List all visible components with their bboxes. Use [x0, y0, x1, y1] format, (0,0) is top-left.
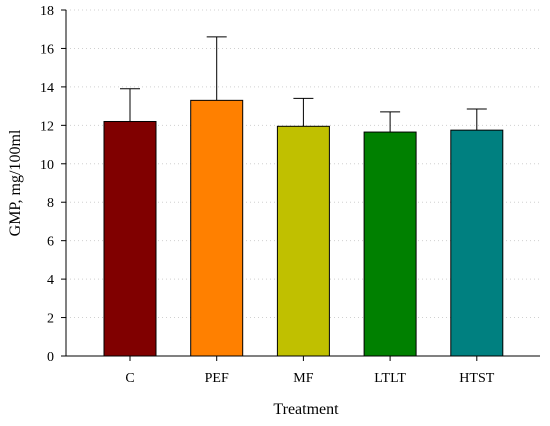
y-tick-label: 4 [47, 273, 54, 288]
bars-layer [103, 36, 504, 357]
bar-pef [190, 99, 244, 357]
y-tick-label: 8 [47, 196, 54, 211]
y-tick-label: 6 [47, 235, 54, 250]
y-tick-label: 2 [47, 312, 54, 327]
bar-ltlt [363, 131, 417, 357]
x-tick-label-mf: MF [293, 371, 313, 386]
x-tick-label-htst: HTST [459, 371, 494, 386]
x-tick-label-pef: PEF [205, 371, 229, 386]
bar-htst [450, 129, 504, 357]
y-axis-title: GMP, mg/100ml [7, 129, 24, 236]
y-tick-label: 12 [40, 119, 54, 134]
x-tick-label-ltlt: LTLT [374, 371, 406, 386]
y-tick-label: 14 [40, 81, 54, 96]
x-tick-label-c: C [125, 371, 134, 386]
bar-c [103, 120, 157, 357]
y-tick-label: 10 [40, 158, 54, 173]
bar-mf [276, 125, 330, 357]
ticks-layer: 0 2 4 6 8 10 12 14 16 18 C PEF MF LTLT HTST [40, 4, 495, 386]
y-tick-label: 0 [47, 350, 54, 365]
y-tick-label: 16 [40, 42, 54, 57]
y-tick-label: 18 [40, 4, 54, 19]
x-axis-title: Treatment [273, 401, 339, 418]
